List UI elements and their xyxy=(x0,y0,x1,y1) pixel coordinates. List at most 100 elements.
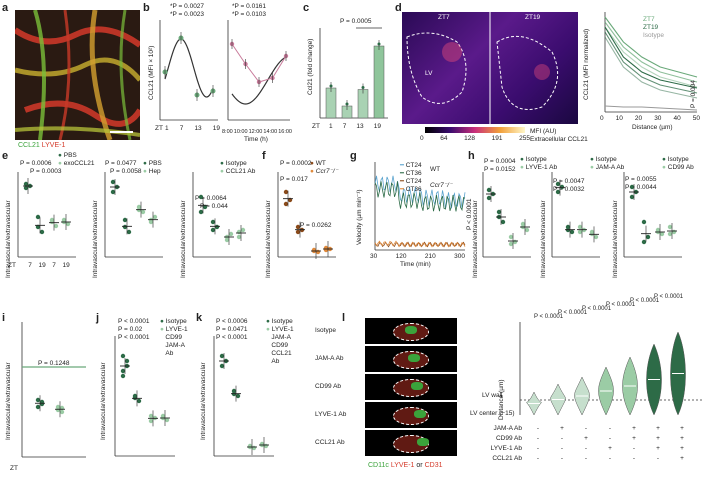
h-chart-2 xyxy=(551,172,600,258)
time-course-fit xyxy=(231,56,287,105)
panel-l-label: l xyxy=(342,312,346,324)
e-tick: 7 xyxy=(52,262,56,269)
dot-point xyxy=(110,189,116,195)
l-pvalue: P < 0.0001 xyxy=(582,306,612,312)
l-row-label: Isotype xyxy=(315,327,336,334)
c-bar xyxy=(357,89,369,119)
l-matrix-cell: + xyxy=(680,424,684,432)
dot-point xyxy=(198,209,204,215)
h-p6: P = 0.0044 xyxy=(625,184,657,191)
time-tick-2: 12:00 xyxy=(248,129,263,135)
f-p3: P = 0.0262 xyxy=(300,222,332,229)
g-chart xyxy=(374,162,466,251)
dot-point xyxy=(671,229,677,235)
dot-point xyxy=(323,247,329,253)
l-matrix-cell: + xyxy=(680,444,684,452)
l-matrix-cell: + xyxy=(608,444,612,452)
i-ylabel: Intravascular/extravascular xyxy=(5,362,12,440)
e-p2: P = 0.0003 xyxy=(30,168,62,175)
h-leg-2a: ● Isotype xyxy=(590,156,617,163)
k-ylabel: Intravascular/extravascular xyxy=(200,362,207,440)
c-point xyxy=(361,86,365,89)
h-chart-1 xyxy=(482,172,531,258)
h-leg-3b: ● CD99 Ab xyxy=(662,164,694,171)
panel-b-time-label: Time (h) xyxy=(244,136,268,143)
dot-point xyxy=(240,227,246,233)
dot-point xyxy=(120,353,126,359)
lv-outline xyxy=(406,12,559,124)
e-leg-2a: ● PBS xyxy=(143,160,162,167)
h-leg-3a: ● Isotype xyxy=(662,156,689,163)
dot-point xyxy=(136,398,142,404)
h-chart-3 xyxy=(623,172,682,258)
zt-tick-13: 13 xyxy=(194,125,202,132)
panel-k-label: k xyxy=(196,312,203,324)
panel-b-p4: *P = 0.0103 xyxy=(232,11,267,18)
dot-point xyxy=(555,189,561,195)
legend-lyve1: LYVE-1 xyxy=(41,142,66,149)
g-leg-1: ━ CT24 xyxy=(400,162,422,169)
d-legend-zt7: ZT7 xyxy=(643,16,655,23)
c-tick-7: 7 xyxy=(342,123,347,130)
panel-c-chart xyxy=(319,27,388,119)
l-row-4 xyxy=(365,430,457,456)
cbar-64: 64 xyxy=(440,135,448,142)
dot-point xyxy=(35,224,41,230)
lymph-vessel-network xyxy=(15,10,140,140)
d-x-40: 40 xyxy=(673,115,681,122)
d-line-ZT19 xyxy=(604,31,698,94)
l-matrix-cell: - xyxy=(608,434,612,442)
dot-point xyxy=(283,201,289,207)
h-p1: P = 0.0004 xyxy=(484,158,516,165)
zt-tick-19: 19 xyxy=(212,125,220,132)
g-leg-4: ━ CT36 xyxy=(400,186,422,193)
panel-h-label: h xyxy=(468,150,475,162)
l-matrix-label: JAM-A Ab xyxy=(493,424,522,432)
k-p2: P = 0.0471 xyxy=(216,326,248,333)
l-bottom-legend: CD11c LYVE-1 or CD31 xyxy=(368,462,443,469)
d-xlabel: Distance (µm) xyxy=(632,124,673,131)
j-legend: ● Isotype ● LYVE-1 CD99 JAM-A Ab xyxy=(160,318,188,357)
l-matrix-cell: - xyxy=(584,444,588,452)
dot-point xyxy=(53,223,59,229)
dot-point xyxy=(520,221,526,227)
dot-point xyxy=(667,231,673,237)
l-matrix-cell: + xyxy=(656,444,660,452)
panel-b-p2: *P = 0.0023 xyxy=(170,11,205,18)
d-x-10: 10 xyxy=(615,115,623,122)
l-matrix-cell: + xyxy=(680,434,684,442)
d-line-ZT19 xyxy=(604,36,698,99)
d-x-20: 20 xyxy=(634,115,643,122)
panel-d-micrograph xyxy=(402,12,578,124)
e-p5: P = 0.0064 xyxy=(195,195,227,202)
d-pvalue: P = 0.004 xyxy=(690,80,697,108)
dot-point xyxy=(122,224,128,230)
l-matrix-cell: - xyxy=(632,454,636,462)
dot-point xyxy=(559,184,565,190)
cbar-0: 0 xyxy=(420,135,424,142)
g-x-tick: 210 xyxy=(424,253,436,260)
l-matrix-row: JAM-A Ab - + - - + + + xyxy=(476,423,702,433)
panel-b-ylabel: CCL21 (MFI × 10²) xyxy=(148,45,155,100)
dot-point xyxy=(251,445,257,451)
panel-c-zt-label: ZT xyxy=(312,123,320,130)
dot-point xyxy=(295,224,301,230)
e-ylabel-3: Intravascular/extravascular xyxy=(180,200,187,278)
l-lv-wall: LV wall xyxy=(482,392,503,399)
l-lv-center: LV center (−15) xyxy=(470,410,515,417)
d-line-Isotype xyxy=(604,105,698,111)
c-point xyxy=(345,102,349,106)
e-tick: 19 xyxy=(38,262,46,269)
g-leg-wt: WT xyxy=(430,166,441,173)
dot-point xyxy=(219,353,225,359)
e-chart-2 xyxy=(104,172,163,258)
l-matrix-cell: - xyxy=(536,424,540,432)
dot-point xyxy=(645,234,651,240)
l-micrograph-stack: Isotype JAM-A Ab CD99 Ab LYVE-1 Ab CCL21 Ab xyxy=(315,318,457,458)
j-p3: P < 0.0001 xyxy=(118,334,150,341)
dot-point xyxy=(148,413,154,419)
g-x-tick: 30 xyxy=(370,253,378,260)
l-matrix-cell: - xyxy=(560,444,564,452)
e-zt-1: ZT xyxy=(8,262,16,269)
